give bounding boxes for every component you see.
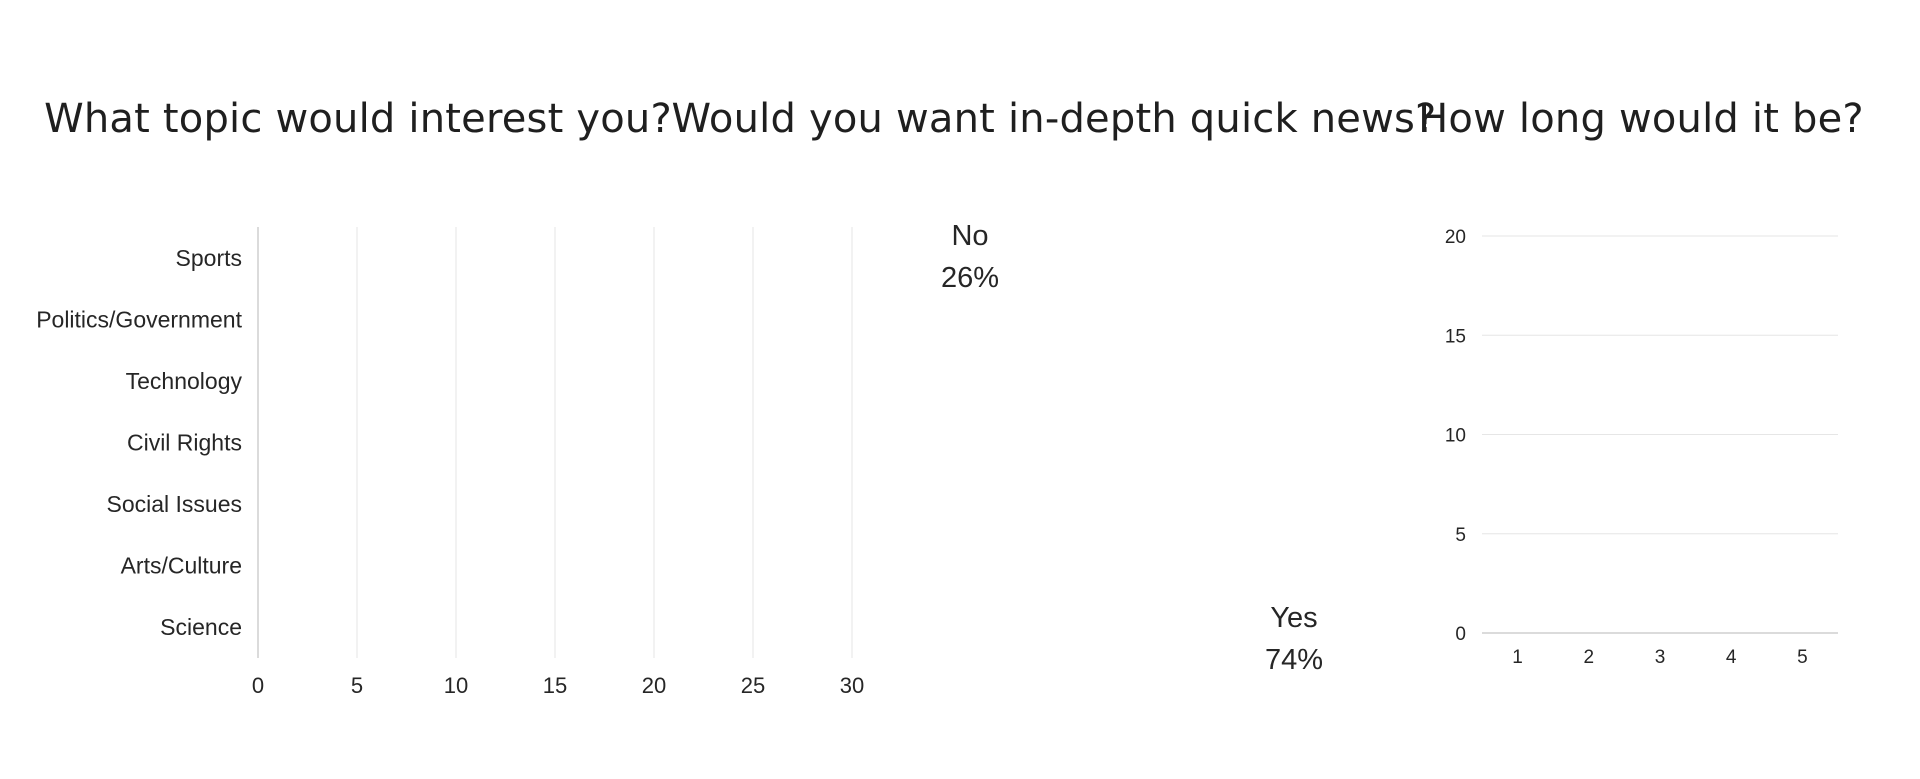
chart1-x-tick-label: 30 — [840, 673, 864, 698]
pie-percent-no: 26% — [941, 262, 999, 294]
chart3-y-tick-label: 5 — [1455, 525, 1466, 546]
chart1-category-label: Technology — [126, 368, 243, 394]
chart1-category-label: Politics/Government — [36, 306, 242, 332]
chart1-category-label: Science — [160, 614, 242, 640]
chart1-x-tick-label: 15 — [543, 673, 567, 698]
chart2-title: Would you want in-depth quick news? — [671, 96, 1437, 142]
chart3-y-tick-label: 15 — [1445, 326, 1466, 347]
chart1-category-label: Civil Rights — [127, 430, 242, 456]
chart3-x-tick-label: 5 — [1797, 647, 1808, 668]
chart1-category-label: Sports — [176, 245, 242, 271]
chart3-x-tick-label: 2 — [1584, 647, 1595, 668]
chart1-x-tick-label: 0 — [252, 673, 264, 698]
chart3-y-tick-label: 10 — [1445, 426, 1466, 447]
chart3-y-tick-label: 20 — [1445, 227, 1466, 248]
chart1-x-tick-label: 10 — [444, 673, 468, 698]
chart3-x-tick-label: 1 — [1512, 647, 1523, 668]
chart1-category-label: Social Issues — [106, 491, 242, 517]
pie-percent-yes: 74% — [1265, 644, 1323, 676]
chart3-y-tick-label: 0 — [1455, 624, 1466, 645]
pie-label-no: No — [951, 220, 988, 252]
chart1-category-label: Arts/Culture — [121, 553, 242, 579]
pie-label-yes: Yes — [1270, 602, 1317, 634]
chart1-x-tick-label: 20 — [642, 673, 666, 698]
chart1-title: What topic would interest you? — [44, 96, 672, 142]
chart3-x-tick-label: 4 — [1726, 647, 1737, 668]
chart1-x-tick-label: 5 — [351, 673, 363, 698]
chart3-x-tick-label: 3 — [1655, 647, 1666, 668]
chart1-x-tick-label: 25 — [741, 673, 765, 698]
chart3-title: How long would it be? — [1418, 96, 1864, 142]
pie-slice-no — [1054, 228, 1254, 441]
